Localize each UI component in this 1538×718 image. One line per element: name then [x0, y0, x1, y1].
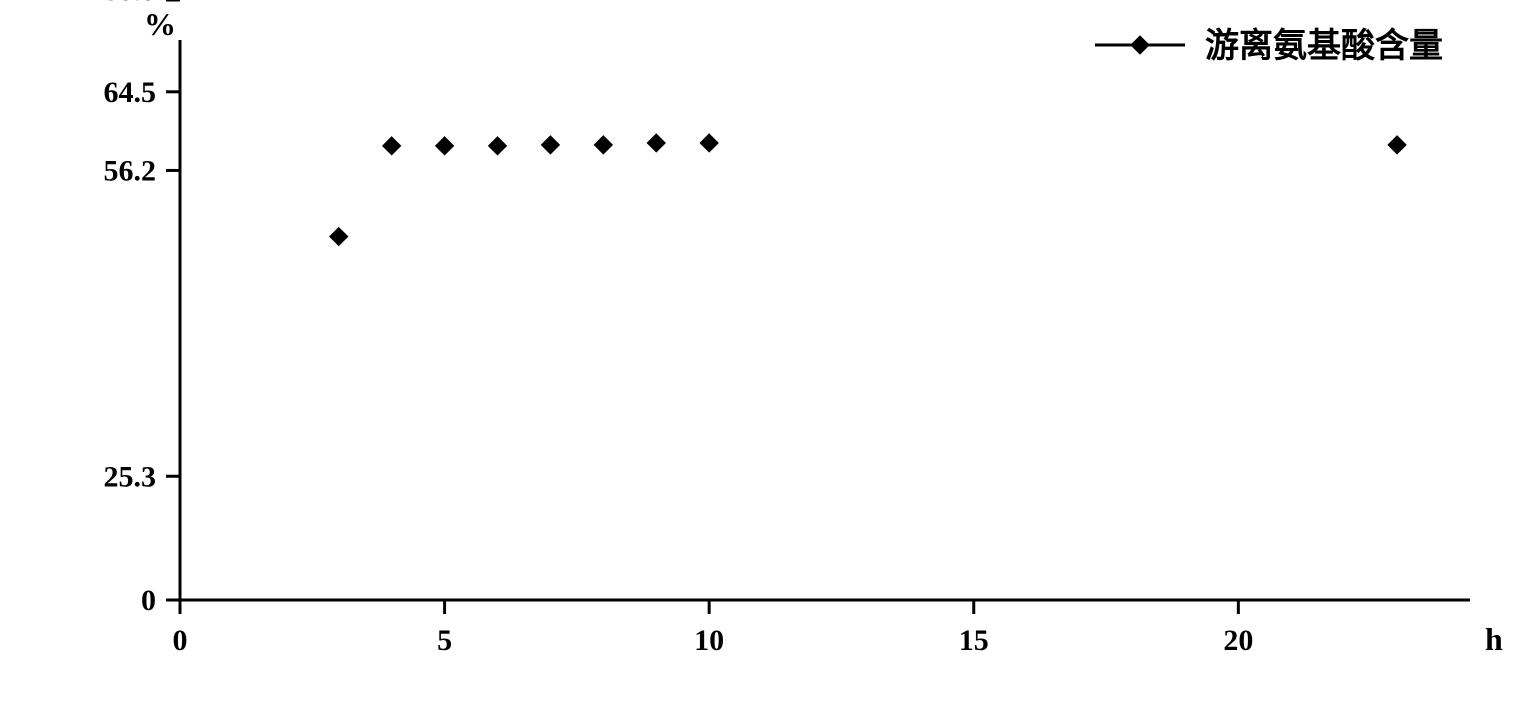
legend-diamond-icon — [1131, 36, 1149, 54]
data-marker-diamond-icon — [541, 136, 559, 154]
data-marker-diamond-icon — [700, 134, 718, 152]
line-chart: 05101520 025.330.045.556.264.5 % h 游离氨基酸… — [0, 0, 1538, 718]
data-marker-diamond-icon — [383, 137, 401, 155]
data-marker-diamond-icon — [330, 228, 348, 246]
x-tick-label: 5 — [437, 624, 452, 657]
x-tick-label: 15 — [959, 624, 989, 657]
data-marker-diamond-icon — [489, 137, 507, 155]
data-marker-diamond-icon — [436, 137, 454, 155]
legend-label: 游离氨基酸含量 — [1205, 26, 1443, 65]
data-marker-diamond-icon — [1388, 136, 1406, 154]
data-marker-diamond-icon — [647, 134, 665, 152]
chart-container: 05101520 025.330.045.556.264.5 % h 游离氨基酸… — [0, 0, 1538, 718]
data-marker-diamond-icon — [594, 136, 612, 154]
y-tick-label: 0 — [141, 584, 156, 617]
y-axis-ticks: 025.330.045.556.264.5 — [104, 0, 181, 617]
y-tick-label: 56.2 — [104, 154, 157, 187]
legend: 游离氨基酸含量 — [1095, 26, 1443, 65]
y-tick-label: 64.5 — [104, 76, 157, 109]
x-axis-ticks: 0 5 10 15 20 — [173, 600, 1254, 657]
y-tick-label: 25.3 — [104, 460, 157, 493]
x-tick-label: 20 — [1223, 624, 1253, 657]
x-tick-label: 0 — [173, 624, 188, 657]
series-free-amino-acid — [330, 134, 1406, 246]
y-axis-title: % — [144, 6, 176, 42]
x-axis-title: h — [1485, 621, 1503, 657]
axes — [180, 40, 1470, 600]
x-tick-label: 10 — [694, 624, 724, 657]
